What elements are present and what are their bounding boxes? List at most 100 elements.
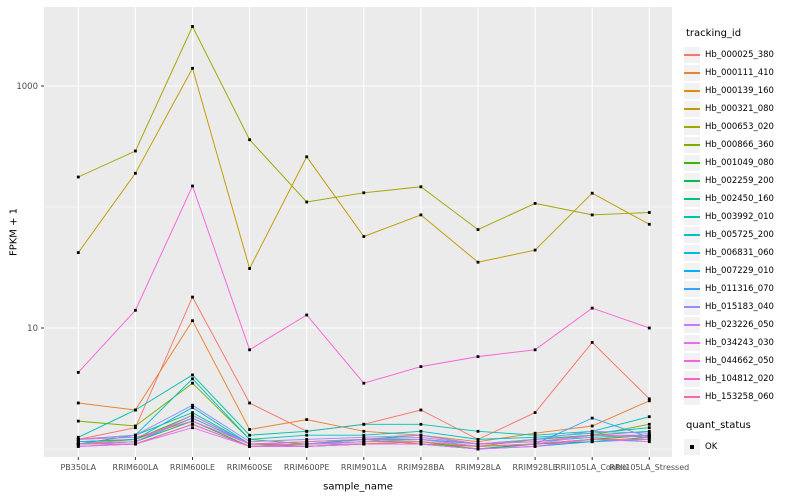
data-point [647,222,651,226]
data-point [590,435,594,439]
data-point [647,326,651,330]
legend-entry-Hb_015183_040: Hb_015183_040 [684,298,798,316]
x-tick-label: RRIM600PE [284,463,330,472]
data-point [590,424,594,428]
data-point [191,419,194,423]
data-point [533,442,537,446]
data-point [362,429,366,433]
data-point [191,413,194,417]
data-point [476,445,480,448]
legend-entry-Hb_001049_080: Hb_001049_080 [684,154,798,172]
data-point [647,435,651,439]
legend-entry-label: Hb_002259_200 [705,176,774,186]
legend-entry-label: Hb_002450_160 [705,194,774,204]
data-point [419,213,423,217]
data-point [134,442,137,446]
line-swatch-icon [684,209,700,225]
line-swatch-icon [684,137,700,153]
panel-background [44,7,672,457]
data-point [248,433,251,437]
data-point [134,433,137,437]
line-swatch-icon [684,119,700,135]
data-point [647,211,651,214]
line-swatch-icon [684,65,700,81]
data-point [76,419,80,423]
data-point [305,442,309,446]
data-point [76,445,80,448]
legend-entry-label: Hb_006831_060 [705,248,774,258]
data-point [362,433,366,437]
data-point [533,202,537,205]
data-point [533,348,537,352]
data-point [419,433,423,437]
data-point [134,408,137,412]
data-point [134,149,137,153]
data-point [419,429,423,433]
data-point [533,248,537,252]
legend-entry-label: Hb_000321_080 [705,104,774,114]
legend-entry-label: Hb_000653_020 [705,122,774,132]
data-point [647,431,651,435]
line-swatch-icon [684,317,700,333]
data-point [248,401,251,405]
data-point [305,418,309,421]
legend-entry-ok-label: OK [705,442,718,452]
line-swatch-icon [684,389,700,405]
data-point [362,442,366,446]
data-point [590,191,594,195]
data-point [419,185,423,189]
data-point [533,440,537,444]
legend-entry-Hb_011316_070: Hb_011316_070 [684,280,798,298]
legend-entry-label: Hb_000025_380 [705,50,774,60]
x-tick-label: RRIM928LE [513,463,558,472]
legend-entry-label: Hb_007229_010 [705,266,774,276]
data-point [248,440,251,444]
data-point [362,422,366,426]
data-point [134,171,137,175]
data-point [647,440,651,444]
data-point [248,138,251,142]
data-point [191,295,194,299]
data-point [476,442,480,446]
data-point [191,377,194,381]
data-point [590,306,594,310]
legend-entry-Hb_002450_160: Hb_002450_160 [684,190,798,208]
ok-square-icon [684,439,700,455]
line-swatch-icon [684,335,700,351]
data-point [76,440,80,444]
data-point [647,429,651,433]
legend-title-tracking-id: tracking_id [686,28,742,39]
data-point [647,399,651,403]
line-swatch-icon [684,155,700,171]
data-point [476,438,480,441]
data-point [590,433,594,437]
data-point [647,426,651,430]
legend-entry-label: Hb_003992_010 [705,212,774,222]
data-point [590,438,594,441]
data-point [362,235,366,238]
data-point [362,440,366,444]
data-point [590,431,594,435]
data-point [476,429,480,433]
data-point [134,426,137,430]
data-point [76,371,80,374]
data-point [191,319,194,323]
data-point [419,422,423,426]
x-axis-title: sample_name [323,481,393,493]
legend-entry-Hb_002259_200: Hb_002259_200 [684,172,798,190]
data-point [76,435,80,439]
data-point [419,435,423,439]
data-point [533,445,537,448]
legend-entry-Hb_005725_200: Hb_005725_200 [684,226,798,244]
data-point [647,422,651,426]
data-point [419,438,423,441]
x-tick-label: RRIM600LA [113,463,159,472]
legend-entry-label: Hb_023226_050 [705,320,774,330]
data-point [533,411,537,414]
data-point [191,25,194,28]
data-point [134,308,137,312]
data-point [134,424,137,428]
data-point [134,438,137,441]
data-point [419,408,423,412]
